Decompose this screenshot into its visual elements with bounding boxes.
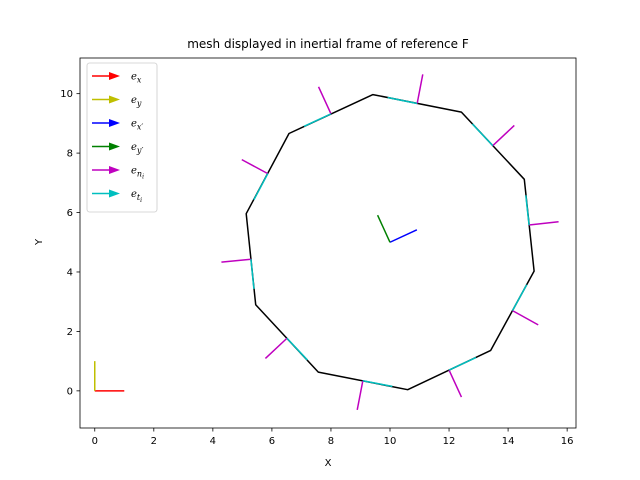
- tangent-vector-8: [250, 259, 255, 289]
- x-tick-label: 0: [92, 436, 98, 447]
- normal-vector-10: [317, 86, 332, 115]
- tangent-vector-4: [511, 284, 528, 311]
- normal-vector-6: [356, 380, 364, 411]
- legend-arrow-6: [109, 189, 120, 198]
- y-tick-label: 0: [67, 386, 73, 397]
- tangent-vector-6: [362, 380, 393, 388]
- x-tick-label: 2: [151, 436, 157, 447]
- tangent-vector-3: [525, 195, 530, 226]
- tangent-vector-2: [471, 123, 494, 147]
- normal-vector-1: [416, 74, 424, 104]
- body-frame-x-prime-vector: [389, 229, 418, 243]
- tangent-vector-9: [253, 173, 269, 201]
- tangent-vector-1: [387, 96, 418, 105]
- legend-label-1: ex: [131, 72, 142, 85]
- y-axis-label: Y: [34, 238, 45, 246]
- x-axis-label: X: [325, 458, 332, 469]
- y-tick-label: 2: [67, 327, 73, 338]
- tangent-vector-5: [448, 356, 477, 371]
- legend-arrow-3: [109, 119, 120, 127]
- y-tick-label: 4: [67, 267, 73, 278]
- normal-vector-9: [241, 158, 269, 175]
- x-tick-label: 16: [561, 436, 574, 447]
- tangent-vector-10: [303, 113, 332, 128]
- chart-title: mesh displayed in inertial frame of refe…: [187, 37, 469, 51]
- x-tick-label: 6: [269, 436, 275, 447]
- legend-label-6: eti: [131, 189, 142, 204]
- normal-vector-2: [492, 124, 515, 147]
- y-tick-label: 6: [67, 208, 73, 219]
- legend-label-2: ey: [131, 95, 142, 108]
- normal-vector-7: [264, 337, 288, 360]
- x-tick-label: 8: [328, 436, 334, 447]
- x-tick-label: 4: [210, 436, 216, 447]
- normal-vector-4: [512, 309, 539, 326]
- tangent-vector-7: [286, 337, 308, 361]
- legend-label-3: ex′: [131, 119, 143, 132]
- axes: 0 2 4 6 8 10 12 14 16 0 2 4 6 8 10: [60, 57, 577, 447]
- axes-frame: [79, 57, 577, 429]
- normal-vector-3: [528, 221, 559, 226]
- plot-area: [94, 74, 559, 411]
- x-tick-label: 10: [384, 436, 397, 447]
- x-tick-label: 12: [443, 436, 456, 447]
- normal-vector-5: [448, 369, 463, 398]
- legend-label-4: ey′: [131, 142, 143, 155]
- legend: ex ey ex′ ey′ eni eti: [86, 62, 158, 213]
- legend-arrow-1: [109, 72, 120, 80]
- legend-arrow-5: [109, 166, 120, 174]
- normal-vector-8: [221, 258, 252, 263]
- y-tick-label: 8: [67, 149, 73, 160]
- y-tick-label: 10: [60, 89, 73, 100]
- legend-arrow-4: [109, 142, 120, 151]
- legend-label-5: eni: [131, 166, 144, 181]
- legend-box: [86, 62, 158, 213]
- body-frame-y-prime-vector: [376, 214, 391, 243]
- legend-arrow-2: [109, 95, 120, 104]
- x-tick-label: 14: [502, 436, 515, 447]
